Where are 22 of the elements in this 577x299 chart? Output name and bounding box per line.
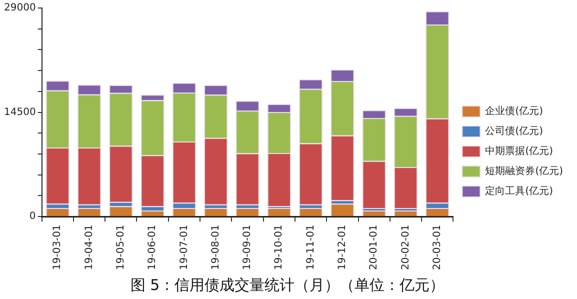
- x-tick-label: 19-10-01: [274, 224, 285, 270]
- y-tick-label: 29000: [4, 2, 36, 14]
- legend-label: 企业债(亿元): [485, 105, 544, 118]
- text: 图 5：信用债成交量统计（月）（单位：亿元）: [130, 276, 445, 294]
- x-tick-label: 20-03-01: [432, 224, 443, 270]
- x-tick-label: 19-06-01: [147, 224, 158, 270]
- x-tick-label: 19-12-01: [337, 224, 348, 270]
- x-tick-label: 19-05-01: [116, 224, 127, 270]
- x-tick-label: 20-01-01: [368, 224, 380, 270]
- x-tick-label: 20-02-01: [400, 224, 412, 270]
- x-tick-label: 19-11-01: [305, 224, 316, 270]
- legend-label: 短期融资券(亿元): [485, 165, 564, 178]
- y-tick-label: 0: [29, 211, 36, 222]
- legend-label: 中期票据(亿元): [485, 145, 554, 158]
- x-tick-label: 19-08-01: [210, 224, 222, 270]
- x-tick-label: 19-07-01: [178, 224, 190, 270]
- legend-label: 公司债(亿元): [485, 125, 544, 138]
- y-tick-label: 14500: [4, 106, 36, 118]
- x-tick-label: 19-09-01: [242, 224, 254, 270]
- legend-label: 定向工具(亿元): [485, 185, 554, 198]
- x-tick-label: 19-04-01: [84, 224, 95, 270]
- x-tick-label: 19-03-01: [52, 224, 64, 270]
